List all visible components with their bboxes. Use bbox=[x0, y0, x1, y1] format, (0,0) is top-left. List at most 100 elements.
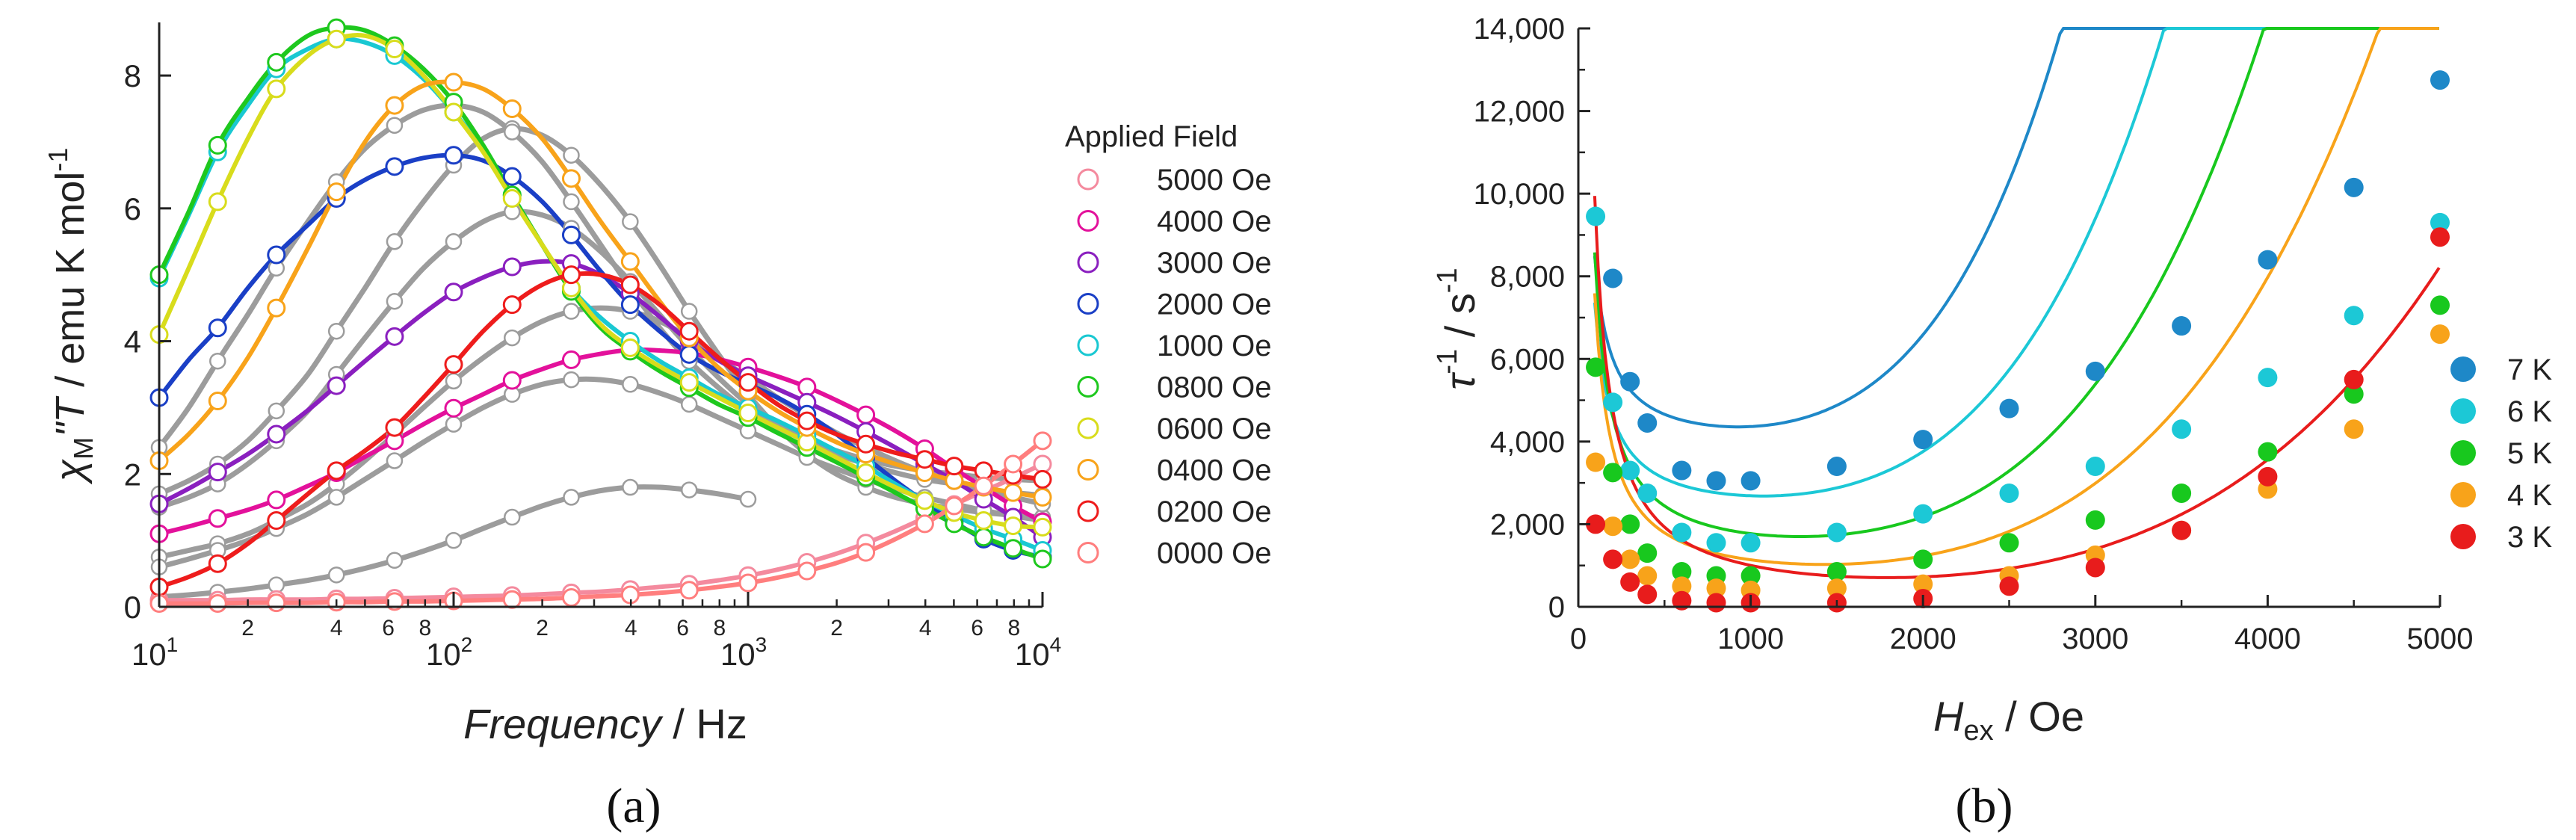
panel-a-series-point bbox=[738, 404, 758, 423]
panel-a-x-label-units: / Hz bbox=[661, 700, 747, 747]
panel-a-xtick-minor-label: 4 bbox=[919, 616, 932, 640]
panel-a-gray-point bbox=[622, 478, 639, 496]
panel-a-series-point bbox=[1033, 517, 1052, 537]
panel-b-legend-label: 7 K bbox=[2507, 353, 2552, 386]
panel-a-legend-label: 0000 Oe bbox=[1157, 537, 1271, 570]
panel-b-point bbox=[1706, 471, 1726, 491]
panel-a-legend-marker bbox=[1077, 542, 1099, 563]
panel-a-series-point bbox=[444, 355, 463, 374]
panel-a-series-point bbox=[974, 510, 993, 530]
panel-a-series-line bbox=[157, 152, 1045, 560]
panel-a-gray-point bbox=[563, 489, 580, 506]
panel-a-series-point bbox=[267, 245, 286, 265]
panel-a-xtick-minor-label: 2 bbox=[830, 616, 843, 640]
panel-a-gray-point bbox=[386, 292, 404, 310]
panel-a-legend-title: Applied Field bbox=[1065, 120, 1238, 153]
panel-a-legend-marker bbox=[1077, 293, 1099, 315]
panel-a-y-label-t: "T bbox=[48, 395, 93, 437]
panel-a-series-point bbox=[327, 182, 346, 202]
panel-a-x-label-main: Frequency bbox=[463, 700, 664, 747]
panel-a-series-point bbox=[327, 461, 346, 481]
panel-a-series-line bbox=[157, 36, 1045, 553]
panel-b-legend-label: 5 K bbox=[2507, 437, 2552, 470]
panel-a-series-point bbox=[502, 99, 522, 119]
panel-a-series-point bbox=[208, 509, 227, 528]
panel-a-series-point bbox=[267, 593, 286, 613]
panel-a-series-point bbox=[679, 373, 699, 392]
panel-b-legend-label: 6 K bbox=[2507, 395, 2552, 428]
panel-a-series-point bbox=[915, 491, 934, 510]
panel-a-series-line bbox=[157, 438, 1045, 606]
panel-a-series-point bbox=[738, 573, 758, 593]
panel-b-ytick-label: 0 bbox=[1548, 591, 1565, 624]
panel-b-point bbox=[1603, 268, 1623, 288]
panel-b-point bbox=[1620, 460, 1640, 481]
panel-b-x-label: Hex / Oe bbox=[1933, 693, 2084, 747]
panel-b-point bbox=[1620, 549, 1640, 569]
panel-b-xtick-label: 3000 bbox=[2062, 623, 2128, 655]
panel-b-point bbox=[2430, 212, 2450, 232]
panel-b-point bbox=[1672, 576, 1692, 596]
panel-a-gray-point bbox=[386, 452, 404, 469]
panel-a-series-point bbox=[974, 528, 993, 547]
panel-b-point bbox=[2344, 384, 2364, 404]
panel-a-series-point bbox=[327, 29, 346, 49]
panel-a-gray-point bbox=[504, 508, 521, 526]
panel-a-legend-marker bbox=[1077, 251, 1099, 274]
panel-a-series-line bbox=[157, 25, 1045, 561]
panel-b-legend-label: 4 K bbox=[2507, 479, 2552, 512]
panel-a-series-point bbox=[444, 146, 463, 165]
panel-a-xtick-minor-label: 6 bbox=[382, 616, 395, 640]
panel-a-ytick-label: 2 bbox=[124, 457, 141, 492]
panel-a-series-point bbox=[208, 135, 227, 155]
panel-b-point bbox=[2172, 419, 2192, 439]
panel-a-gray-fit-line bbox=[156, 126, 1045, 520]
panel-b-point bbox=[2430, 324, 2450, 345]
panel-a-xtick-minor-label: 4 bbox=[330, 616, 343, 640]
panel-b-xtick-label: 1000 bbox=[1717, 623, 1784, 655]
panel-a-series-point bbox=[945, 496, 964, 516]
panel-a-gray-point bbox=[680, 481, 698, 498]
panel-a-series-point bbox=[385, 157, 404, 176]
panel-b-fit-line bbox=[1593, 27, 2439, 429]
panel-a-legend-marker bbox=[1077, 210, 1099, 232]
panel-a-series-point bbox=[385, 327, 404, 346]
panel-a-series-point bbox=[1004, 539, 1023, 558]
panel-b-point bbox=[2085, 457, 2105, 477]
panel-b-point bbox=[1637, 413, 1658, 433]
panel-a-legend-label: 4000 Oe bbox=[1157, 206, 1271, 238]
panel-a-series-point bbox=[502, 295, 522, 315]
panel-a-legend-label: 3000 Oe bbox=[1157, 247, 1271, 280]
panel-a-series-point bbox=[915, 450, 934, 469]
panel-a-series-point bbox=[1004, 454, 1023, 474]
panel-a-series-point bbox=[679, 321, 699, 341]
panel-a-series-point bbox=[208, 594, 227, 614]
panel-a-gray-point bbox=[680, 395, 698, 413]
panel-b-point bbox=[2085, 558, 2105, 578]
panel-a-legend-label: 0600 Oe bbox=[1157, 413, 1271, 445]
panel-b-point bbox=[2430, 70, 2450, 90]
panel-a-gray-fit-line bbox=[156, 209, 1045, 510]
panel-b-y-label-exp1: -1 bbox=[1432, 349, 1463, 374]
panel-a-series-point bbox=[1033, 454, 1052, 474]
panel-a-xtick-base: 10 bbox=[720, 637, 756, 672]
panel-b-legend-marker bbox=[2450, 524, 2476, 549]
panel-a-gray-point bbox=[386, 552, 404, 569]
panel-b-x-label-sub: ex bbox=[1963, 715, 1993, 747]
panel-a-xtick-base: 10 bbox=[132, 637, 167, 672]
panel-b-point bbox=[1826, 457, 1847, 477]
panel-b-point bbox=[1999, 576, 2019, 596]
panel-b-y-label: τ-1 / s-1 bbox=[1432, 268, 1483, 389]
panel-a-series-point bbox=[208, 463, 227, 482]
panel-a-series-point bbox=[208, 554, 227, 573]
panel-b-point bbox=[1706, 578, 1726, 599]
panel-a-series-point bbox=[502, 590, 522, 609]
panel-b-point bbox=[2344, 306, 2364, 326]
panel-a-gray-point bbox=[445, 372, 463, 390]
panel-b-point bbox=[1826, 562, 1847, 582]
panel-a-series-point bbox=[385, 96, 404, 115]
panel-b-y-label-units: / s bbox=[1436, 293, 1483, 349]
panel-a-series-point bbox=[561, 350, 581, 369]
panel-b-point bbox=[1741, 533, 1761, 553]
